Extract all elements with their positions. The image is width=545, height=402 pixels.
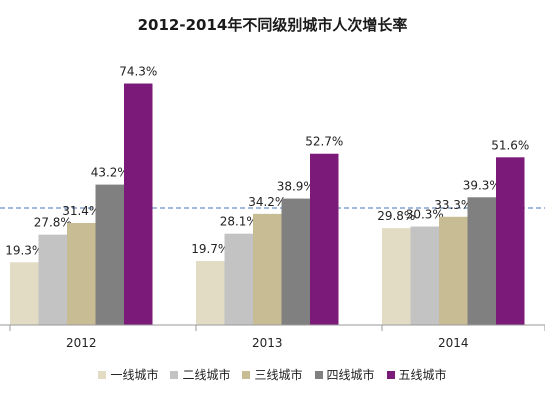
bar-2012-series-5: [124, 83, 153, 326]
legend-item-series-5: 五线城市: [386, 366, 447, 383]
data-label-2012-series-3: 31.4%: [62, 204, 100, 218]
legend-label: 三线城市: [254, 368, 303, 382]
data-label-2013-series-3: 34.2%: [248, 195, 286, 209]
x-tick-label-2013: 2013: [252, 336, 283, 350]
bar-2013-series-5: [310, 153, 339, 325]
bar-2012-series-4: [95, 184, 124, 325]
data-label-2012-series-5: 74.3%: [119, 65, 157, 79]
bar-2014-series-3: [439, 216, 468, 325]
legend-item-series-3: 三线城市: [242, 366, 303, 383]
data-label-2014-series-1: 29.8%: [377, 209, 415, 223]
bar-2012-series-1: [10, 262, 39, 325]
bar-2013-series-4: [281, 198, 310, 325]
legend-item-series-1: 一线城市: [98, 366, 158, 383]
bar-2014-series-4: [467, 197, 496, 325]
legend-label: 一线城市: [110, 368, 159, 382]
legend-item-series-2: 二线城市: [170, 366, 230, 383]
legend-swatch: [98, 370, 107, 379]
data-label-2013-series-1: 19.7%: [191, 242, 229, 256]
legend-label: 四线城市: [326, 368, 375, 382]
legend-label: 五线城市: [398, 368, 447, 382]
legend-swatch: [242, 370, 251, 379]
data-label-2013-series-4: 38.9%: [277, 180, 315, 194]
x-tick-label-2012: 2012: [66, 336, 97, 350]
bar-2012-series-3: [67, 222, 96, 325]
bar-2012-series-2: [38, 234, 67, 325]
legend-swatch: [386, 370, 395, 379]
bar-2013-series-1: [196, 260, 225, 325]
data-label-2014-series-4: 39.3%: [463, 178, 501, 192]
bar-2014-series-5: [496, 157, 525, 325]
x-tick-label-2014: 2014: [438, 336, 469, 350]
data-label-2014-series-5: 51.6%: [491, 138, 529, 152]
data-label-2014-series-3: 33.3%: [434, 198, 472, 212]
data-label-2013-series-5: 52.7%: [305, 135, 343, 149]
legend-swatch: [314, 370, 323, 379]
data-label-2012-series-4: 43.2%: [91, 166, 129, 180]
bar-2013-series-3: [253, 213, 282, 325]
data-label-2012-series-2: 27.8%: [34, 216, 72, 230]
bar-2014-series-2: [410, 226, 439, 325]
legend-swatch: [170, 370, 179, 379]
chart-legend: 一线城市 二线城市 三线城市 四线城市 五线城市: [0, 366, 545, 383]
chart-title: 2012-2014年不同级别城市人次增长率: [137, 16, 408, 34]
bar-2014-series-1: [382, 228, 411, 325]
data-label-2013-series-2: 28.1%: [220, 215, 258, 229]
data-label-2012-series-1: 19.3%: [5, 243, 43, 257]
data-label-2014-series-2: 30.3%: [406, 208, 444, 222]
legend-label: 二线城市: [182, 368, 231, 382]
bar-2013-series-2: [224, 233, 253, 325]
legend-item-series-4: 四线城市: [314, 366, 375, 383]
